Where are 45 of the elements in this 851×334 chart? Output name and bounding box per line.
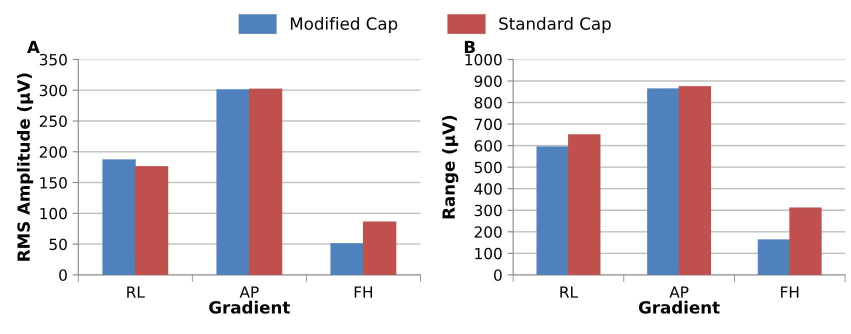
bar [248,88,282,275]
y-tick-label: 350 [40,54,67,66]
y-tick-label: 400 [474,183,502,195]
y-tick-label: 300 [40,84,67,96]
x-tick-label: FH [781,286,798,298]
y-tick-label: 300 [474,204,502,216]
y-axis-title: Range (µV) [442,116,458,218]
bar [330,243,364,275]
y-tick-label: 200 [40,146,67,158]
y-tick-label: 500 [474,162,502,174]
y-tick-label: 600 [474,140,502,152]
bar [789,207,822,275]
chart-title: B [464,40,475,53]
bar [678,86,712,275]
legend-label: Modified Cap [290,17,398,34]
y-tick-label: 150 [40,177,67,189]
x-tick-label: FH [354,286,372,298]
x-axis-title: Gradient [209,300,290,314]
x-axis-title: Gradient [638,300,720,314]
bar [216,89,250,275]
bar [568,134,600,275]
y-tick-label: 700 [474,118,502,130]
y-axis-title: RMS Amplitude (µV) [17,74,34,261]
y-tick-label: 900 [474,75,502,88]
y-tick-label: 800 [474,97,502,109]
y-tick-label: 0 [59,269,67,281]
bar [536,146,569,275]
y-tick-label: 0 [494,269,502,281]
chart-title: A [27,40,40,53]
y-tick-label: 50 [50,238,67,250]
x-tick-label: AP [669,286,688,298]
bar [647,88,680,275]
y-tick-label: 100 [40,208,67,220]
x-tick-label: RL [127,286,145,298]
y-tick-label: 100 [475,248,502,260]
y-tick-label: 200 [474,226,502,238]
bar [362,222,396,275]
x-tick-label: RL [560,286,578,298]
bar [758,239,790,275]
legend-label: Standard Cap [499,17,611,34]
bar [102,159,136,275]
bar [134,166,168,275]
y-tick-label: 250 [40,115,67,128]
x-tick-label: AP [240,286,259,298]
y-tick-label: 1000 [466,54,502,66]
